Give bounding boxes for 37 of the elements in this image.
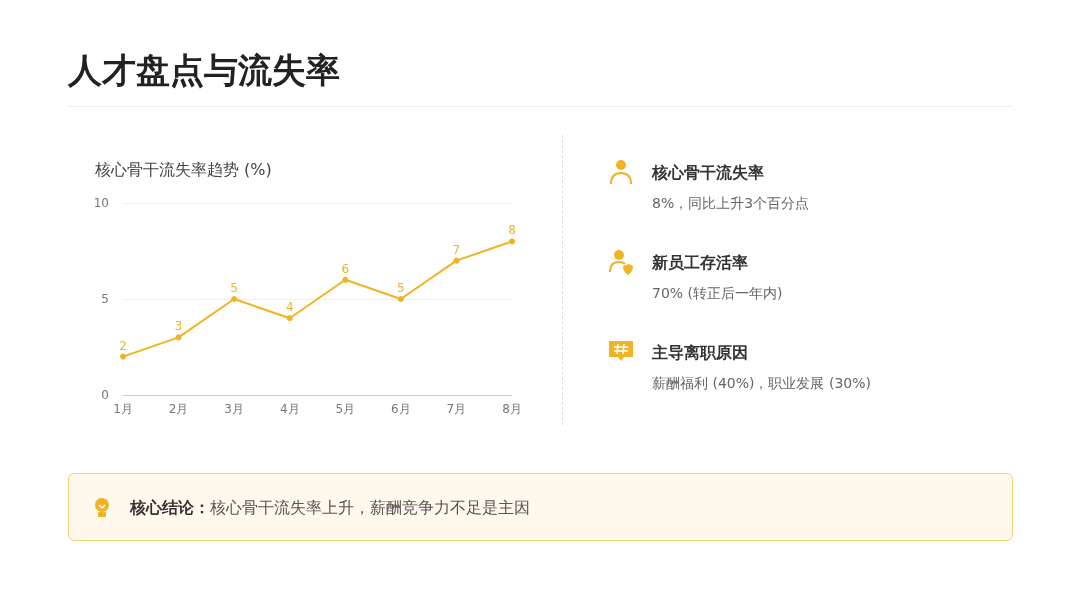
point	[231, 296, 238, 302]
point	[120, 353, 126, 360]
data-label: 5	[230, 281, 238, 295]
data-label: 6	[341, 261, 350, 276]
point	[453, 257, 460, 264]
x-tick-label: 4月	[279, 402, 300, 416]
text: 薪酬福利 (40%)，职业发展 (30%)	[652, 375, 871, 393]
data-label: 4	[285, 300, 294, 315]
x-tick-label: 5月	[335, 402, 356, 416]
x-tick-label: 6月	[391, 402, 411, 416]
text: 核心骨干流失率上升，薪酬竞争力不足是主因	[210, 498, 530, 517]
x-tick-label: 2月	[168, 402, 189, 416]
x-tick-label: 1月	[113, 402, 133, 416]
text: 新员工存活率	[652, 253, 748, 274]
text: 核心结论：	[130, 498, 210, 517]
point	[509, 238, 515, 245]
x-tick-label: 8月	[502, 402, 522, 416]
point	[397, 296, 404, 302]
y-tick-label: 0	[101, 388, 109, 402]
x-tick-label: 3月	[224, 402, 244, 416]
y-tick-label: 10	[93, 196, 109, 210]
text: 主导离职原因	[652, 343, 748, 364]
data-label: 8	[508, 223, 516, 238]
point	[342, 276, 349, 283]
y-tick-label: 5	[101, 292, 109, 306]
data-label: 2	[119, 338, 127, 353]
data-label: 3	[174, 319, 183, 334]
point	[175, 334, 182, 341]
data-label: 7	[452, 242, 461, 257]
chart-title: 人才盘点与流失率	[68, 49, 340, 92]
data-label: 5	[397, 281, 405, 295]
point	[286, 315, 293, 322]
text: 核心骨干流失率	[652, 163, 764, 184]
text: 70% (转正后一年内)	[652, 285, 783, 303]
chart-subtitle: 核心骨干流失率趋势 (%)	[95, 160, 272, 181]
text: 8%，同比上升3个百分点	[652, 195, 810, 213]
x-tick-label: 7月	[446, 402, 467, 416]
